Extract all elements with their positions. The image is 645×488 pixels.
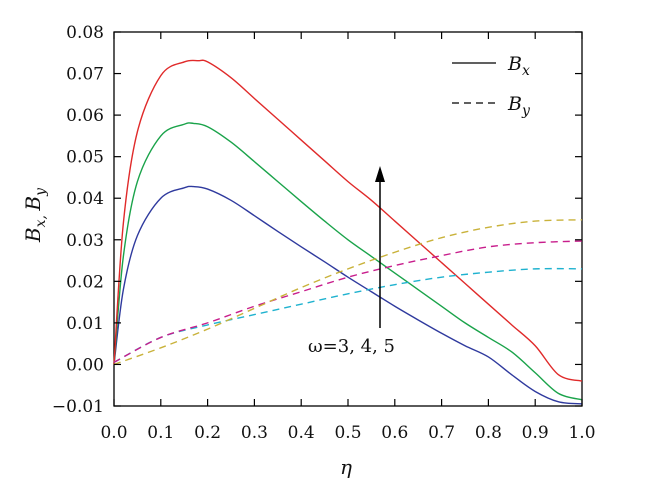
x-tick-label: 0.7 — [428, 423, 455, 443]
y-axis-label-by-sub: y — [33, 187, 49, 197]
y-tick-label: 0.07 — [66, 65, 104, 85]
series-layer — [113, 59, 583, 405]
legend: Bx By — [452, 53, 531, 119]
series-bx-omega-3 — [113, 185, 583, 405]
x-tick-label: 1.0 — [568, 423, 595, 443]
y-tick-label: 0.06 — [66, 106, 104, 126]
y-axis-label-by: B — [21, 196, 45, 212]
y-tick-label: 0.00 — [66, 355, 104, 375]
x-tick-label: 0.1 — [147, 423, 174, 443]
series-bx-omega-4 — [113, 122, 583, 401]
y-tick-label: 0.01 — [66, 314, 104, 334]
ticks-layer: 0.0 0.1 0.2 0.3 0.4 0.5 0.6 0.7 0.8 0.9 1.0 −0.01 0.… — [52, 23, 596, 443]
x-tick-label: 0.8 — [475, 423, 502, 443]
x-tick-label: 0.9 — [522, 423, 549, 443]
y-tick-label: 0.03 — [66, 231, 104, 251]
series-by-omega-4 — [113, 240, 583, 363]
x-tick-label: 0.3 — [241, 423, 268, 443]
legend-label-bx-main: B — [507, 53, 522, 75]
omega-annotation: ω=3, 4, 5 — [308, 166, 395, 357]
x-tick-label: 0.4 — [288, 423, 315, 443]
y-axis-label-bx: B — [21, 227, 45, 243]
y-tick-label: −0.01 — [52, 397, 104, 417]
y-tick-label: 0.05 — [66, 148, 104, 168]
y-tick-label: 0.08 — [66, 23, 104, 43]
plot-area: 0.0 0.1 0.2 0.3 0.4 0.5 0.6 0.7 0.8 0.9 1.0 −0.01 0.… — [52, 23, 596, 443]
x-tick-label: 0.6 — [381, 423, 408, 443]
legend-label-by: By — [507, 93, 531, 119]
x-tick-label: 0.5 — [334, 423, 361, 443]
legend-label-by-sub: y — [521, 103, 531, 119]
y-axis-label-bx-sub: x, — [33, 211, 49, 228]
x-axis-label: η — [340, 455, 352, 479]
y-axis-label: Bx, By — [21, 187, 49, 243]
series-bx-omega-5 — [113, 59, 583, 382]
x-tick-label: 0.0 — [100, 423, 127, 443]
y-tick-label: 0.02 — [66, 272, 104, 292]
y-tick-label: 0.04 — [66, 189, 104, 209]
x-tick-label: 0.2 — [194, 423, 221, 443]
series-by-omega-3 — [113, 267, 583, 363]
legend-label-by-main: B — [507, 93, 522, 115]
legend-label-bx-sub: x — [522, 63, 530, 79]
series-by-omega-5 — [113, 219, 583, 366]
annotation-arrow-head — [375, 166, 385, 182]
legend-label-bx: Bx — [507, 53, 530, 79]
annotation-text: ω=3, 4, 5 — [308, 336, 395, 357]
